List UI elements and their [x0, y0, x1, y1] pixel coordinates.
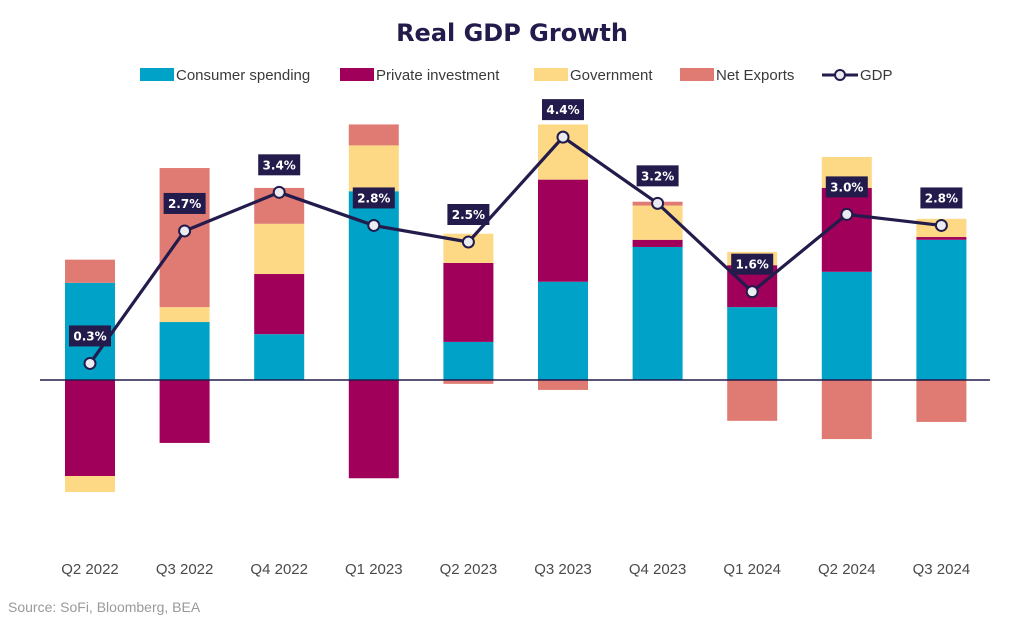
- legend-label-ne: Net Exports: [716, 67, 794, 84]
- x-tick-label: Q1 2023: [345, 561, 403, 578]
- bar-ne-q1-2023: [348, 124, 399, 146]
- bar-pi-q2-2023: [443, 262, 494, 342]
- gdp-point: [367, 218, 381, 232]
- bar-ne-q2-2024: [821, 380, 872, 440]
- gdp-point: [556, 130, 570, 144]
- x-axis-ticks: Q2 2022 Q3 2022 Q4 2022 Q1 2023 Q2 2023 Q3 20…: [61, 561, 970, 578]
- bar-ne-q3-2022: [159, 168, 210, 308]
- bar-ne-q1-2024: [727, 380, 778, 421]
- gdp-data-label: 3.0%: [830, 180, 863, 194]
- x-tick-label: Q2 2022: [61, 561, 119, 578]
- gdp-data-label-box: [542, 99, 584, 121]
- legend-swatch-pi: [340, 68, 374, 81]
- gdp-data-label-box: [825, 176, 868, 198]
- gdp-point: [934, 218, 948, 232]
- bar-cs-q3-2024: [916, 239, 967, 380]
- x-tick-label: Q4 2023: [629, 561, 687, 578]
- legend-swatch-gov: [534, 68, 568, 81]
- legend-label-cs: Consumer spending: [176, 67, 310, 84]
- gdp-data-label-box: [163, 192, 206, 214]
- gdp-data-label: 1.6%: [736, 258, 769, 272]
- gdp-data-label-box: [636, 165, 679, 187]
- gdp-data-label-box: [731, 253, 774, 275]
- bar-cs-q1-2024: [727, 307, 778, 380]
- gdp-data-label: 2.8%: [357, 191, 390, 205]
- gdp-data-label-box: [447, 204, 490, 225]
- gdp-point: [83, 356, 97, 370]
- bar-pi-q1-2023: [348, 380, 399, 479]
- bar-pi-q3-2023: [538, 179, 588, 282]
- legend-swatch-cs: [140, 68, 174, 81]
- legend: Consumer spending Private investment Gover…: [140, 67, 893, 84]
- gdp-line: [88, 135, 942, 365]
- bar-pi-q3-2024: [916, 237, 967, 240]
- gdp-data-label: 4.4%: [546, 103, 579, 117]
- source-note: Source: SoFi, Bloomberg, BEA: [8, 599, 201, 615]
- gdp-data-label: 3.2%: [641, 169, 674, 183]
- gdp-data-label-box: [69, 325, 111, 347]
- x-tick-label: Q1 2024: [723, 561, 781, 578]
- bar-ne-q2-2023: [443, 380, 494, 384]
- x-tick-label: Q2 2023: [440, 561, 498, 578]
- gdp-data-label-box: [920, 187, 963, 209]
- bar-ne-q3-2024: [916, 380, 967, 422]
- gdp-point: [840, 207, 854, 221]
- gdp-data-label: 2.8%: [925, 191, 958, 205]
- x-tick-label: Q2 2024: [818, 561, 876, 578]
- x-tick-label: Q3 2024: [913, 561, 971, 578]
- gdp-data-label-box: [258, 154, 301, 176]
- bar-gov-q4-2022: [254, 223, 305, 275]
- legend-marker-gdp: [834, 69, 846, 81]
- gdp-point: [461, 235, 475, 249]
- x-tick-label: Q3 2022: [156, 561, 214, 578]
- gdp-line-layer: 0.3% 2.7% 3.4% 2.8% 2.5% 4.4% 3.2% 1.6% 3.0% 2.8%: [69, 99, 963, 370]
- gdp-point: [651, 196, 665, 210]
- gdp-data-label-box: [352, 187, 395, 209]
- bar-gov-q4-2023: [632, 205, 683, 240]
- gdp-point: [745, 285, 759, 299]
- x-tick-label: Q3 2023: [534, 561, 592, 578]
- bar-gov-q3-2022: [159, 307, 210, 323]
- bar-pi-q3-2022: [159, 380, 210, 443]
- bar-cs-q2-2024: [821, 271, 872, 380]
- bar-gov-q2-2022: [65, 476, 115, 493]
- gdp-data-label: 2.5%: [452, 208, 485, 222]
- bar-gov-q1-2023: [348, 145, 399, 192]
- legend-swatch-ne: [680, 68, 714, 81]
- legend-label-gov: Government: [570, 67, 653, 84]
- gdp-data-label: 0.3%: [73, 329, 106, 343]
- bar-cs-q3-2023: [538, 281, 588, 380]
- x-tick-label: Q4 2022: [250, 561, 308, 578]
- bar-pi-q2-2022: [65, 380, 115, 477]
- bar-ne-q3-2023: [538, 380, 588, 390]
- gdp-point: [178, 224, 192, 238]
- bar-cs-q2-2023: [443, 341, 494, 380]
- bar-pi-q4-2023: [632, 239, 683, 247]
- gdp-data-label: 3.4%: [263, 158, 296, 172]
- bar-cs-q3-2022: [159, 322, 210, 380]
- bar-ne-q2-2022: [65, 259, 115, 283]
- legend-label-gdp: GDP: [860, 67, 893, 84]
- bar-cs-q4-2023: [632, 246, 683, 380]
- chart-title: Real GDP Growth: [396, 19, 628, 47]
- bar-pi-q4-2022: [254, 274, 305, 335]
- bar-cs-q4-2022: [254, 334, 305, 380]
- gdp-point: [272, 185, 286, 199]
- gdp-data-label: 2.7%: [168, 197, 201, 211]
- legend-label-pi: Private investment: [376, 67, 500, 84]
